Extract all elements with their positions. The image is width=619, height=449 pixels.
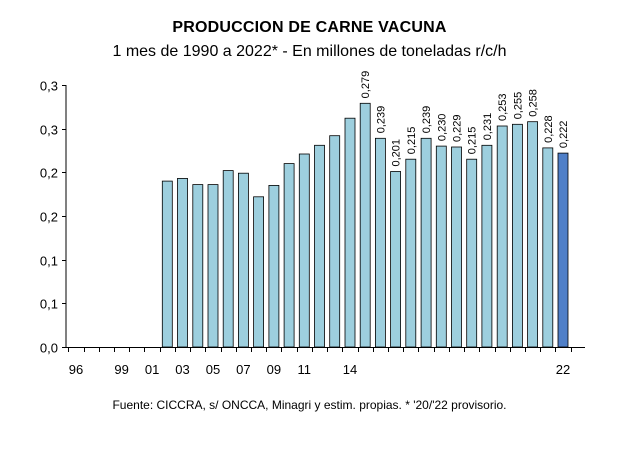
data-label-2010: 0,239 xyxy=(375,106,387,134)
data-label-2015: 0,229 xyxy=(452,114,464,142)
x-tick-label: 22 xyxy=(556,362,570,377)
chart-title: PRODUCCION DE CARNE VACUNA xyxy=(172,19,447,36)
bar-2013 xyxy=(420,137,432,348)
bar-2017 xyxy=(481,144,493,348)
bar-1997 xyxy=(177,177,188,348)
y-tick-label: 0,1 xyxy=(40,297,58,312)
data-label-2013: 0,239 xyxy=(421,106,433,134)
bars xyxy=(161,102,569,348)
data-label-2012: 0,215 xyxy=(406,127,418,155)
data-label-2018: 0,253 xyxy=(497,93,509,121)
bar-2010 xyxy=(374,137,386,348)
bar-2014 xyxy=(435,145,447,348)
x-axis: 96 99 01 03 05 07 09 11 14 22 xyxy=(66,347,585,377)
y-tick-label: 0,2 xyxy=(40,210,58,225)
chart-subtitle: 1 mes de 1990 a 2022* - En millones de t… xyxy=(112,43,507,60)
data-label-2022: 0,222 xyxy=(558,121,570,149)
y-tick-label: 0,3 xyxy=(40,123,58,138)
bar-1998 xyxy=(192,184,204,348)
bar-2012 xyxy=(405,158,417,348)
bar-1999 xyxy=(207,184,219,348)
data-label-2021: 0,228 xyxy=(543,115,555,143)
y-tick-label: 0,1 xyxy=(40,254,58,269)
x-tick-label: 99 xyxy=(114,362,128,377)
data-label-2017: 0,231 xyxy=(482,113,494,141)
y-tick-label: 0,3 xyxy=(40,79,58,94)
x-tick-label: 96 xyxy=(69,362,83,377)
bar-2008 xyxy=(344,117,356,348)
bar-2002 xyxy=(253,196,265,348)
data-label-2020: 0,258 xyxy=(528,89,540,117)
bar-2000 xyxy=(222,170,234,348)
bar-2011 xyxy=(390,171,402,348)
bar-2003 xyxy=(268,184,280,348)
bar-2007 xyxy=(329,135,341,348)
bar-2009 xyxy=(359,102,371,348)
x-tick-label: 09 xyxy=(267,362,281,377)
y-tick-label: 0,2 xyxy=(40,166,58,181)
bar-1996 xyxy=(161,180,173,348)
data-label-2014: 0,230 xyxy=(436,114,448,142)
x-tick-label: 14 xyxy=(343,362,357,377)
x-tick-label: 05 xyxy=(206,362,220,377)
data-label-2009: 0,279 xyxy=(360,71,372,99)
bar-2016 xyxy=(466,158,478,348)
bar-2006 xyxy=(314,144,325,348)
x-tick-label: 11 xyxy=(298,362,312,377)
bar-2005 xyxy=(298,153,310,348)
bar-2004 xyxy=(283,163,295,348)
data-label-2011: 0,201 xyxy=(391,139,403,167)
data-label-2016: 0,215 xyxy=(467,127,479,155)
bar-2019 xyxy=(512,123,523,348)
chart-source-note: Fuente: CICCRA, s/ ONCCA, Minagri y esti… xyxy=(112,398,507,412)
bar-2020 xyxy=(527,121,538,348)
y-axis: 0,0 0,1 0,1 0,2 0,2 0,3 0,3 xyxy=(40,79,67,356)
bar-2021 xyxy=(542,147,554,348)
x-tick-label: 07 xyxy=(236,362,250,377)
bar-2001 xyxy=(237,172,249,348)
x-tick-label: 01 xyxy=(145,362,159,377)
x-tick-label: 03 xyxy=(175,362,189,377)
bar-2015 xyxy=(451,146,462,348)
bar-2022 xyxy=(557,152,569,348)
y-tick-label: 0,0 xyxy=(40,341,58,356)
data-label-2019: 0,255 xyxy=(512,92,524,120)
bar-2018 xyxy=(496,125,508,348)
